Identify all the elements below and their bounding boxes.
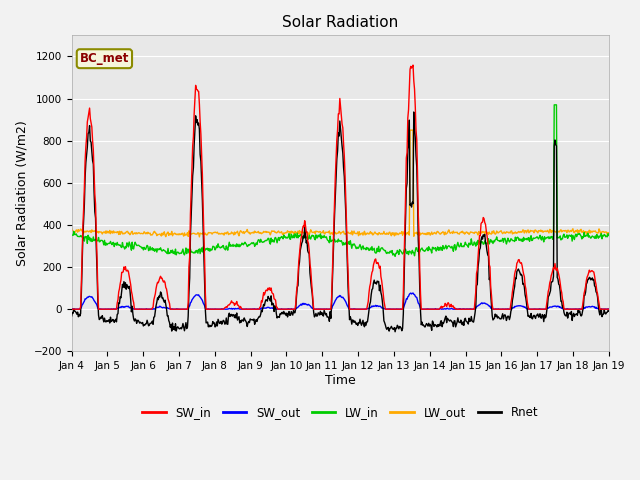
SW_out <box>422 306 430 312</box>
SW_in <box>77 280 85 286</box>
Rnet <box>391 329 399 335</box>
Line: SW_out: SW_out <box>72 293 609 309</box>
Rnet <box>605 308 612 314</box>
SW_in <box>406 86 413 92</box>
LW_out <box>406 127 414 133</box>
Y-axis label: Solar Radiation (W/m2): Solar Radiation (W/m2) <box>15 120 28 266</box>
Rnet <box>133 321 141 326</box>
Line: LW_in: LW_in <box>72 105 609 256</box>
SW_in <box>188 189 195 194</box>
Rnet <box>406 203 414 208</box>
SW_out <box>69 306 77 312</box>
SW_in <box>216 306 223 312</box>
Line: LW_out: LW_out <box>72 130 609 237</box>
Rnet <box>410 109 418 115</box>
LW_in <box>68 232 76 238</box>
LW_in <box>605 232 612 238</box>
Rnet <box>68 313 76 319</box>
LW_in <box>406 249 414 254</box>
LW_in <box>422 247 429 253</box>
Text: BC_met: BC_met <box>80 52 129 65</box>
SW_in <box>605 306 612 312</box>
SW_out <box>68 306 76 312</box>
LW_in <box>188 249 195 255</box>
SW_out <box>409 290 417 296</box>
SW_in <box>422 306 429 312</box>
SW_in <box>68 306 76 312</box>
X-axis label: Time: Time <box>325 374 356 387</box>
LW_out <box>407 127 415 133</box>
SW_in <box>133 306 141 312</box>
LW_out <box>77 227 85 233</box>
LW_in <box>133 242 141 248</box>
LW_out <box>422 232 430 238</box>
LW_in <box>550 102 558 108</box>
SW_out <box>406 291 414 297</box>
LW_out <box>196 234 204 240</box>
SW_out <box>134 306 141 312</box>
LW_in <box>77 234 85 240</box>
SW_out <box>216 306 224 312</box>
Rnet <box>188 214 195 219</box>
SW_out <box>188 297 196 303</box>
Line: SW_in: SW_in <box>72 65 609 309</box>
Legend: SW_in, SW_out, LW_in, LW_out, Rnet: SW_in, SW_out, LW_in, LW_out, Rnet <box>138 401 543 424</box>
Rnet <box>77 290 85 296</box>
LW_out <box>133 230 141 236</box>
LW_in <box>391 253 399 259</box>
SW_out <box>605 306 612 312</box>
LW_out <box>605 230 612 236</box>
Title: Solar Radiation: Solar Radiation <box>282 15 398 30</box>
SW_in <box>409 62 417 68</box>
SW_out <box>78 302 86 308</box>
LW_out <box>68 225 76 231</box>
LW_out <box>216 231 224 237</box>
Line: Rnet: Rnet <box>72 112 609 332</box>
LW_out <box>188 231 195 237</box>
Rnet <box>216 321 223 326</box>
LW_in <box>216 244 223 250</box>
Rnet <box>422 321 430 326</box>
